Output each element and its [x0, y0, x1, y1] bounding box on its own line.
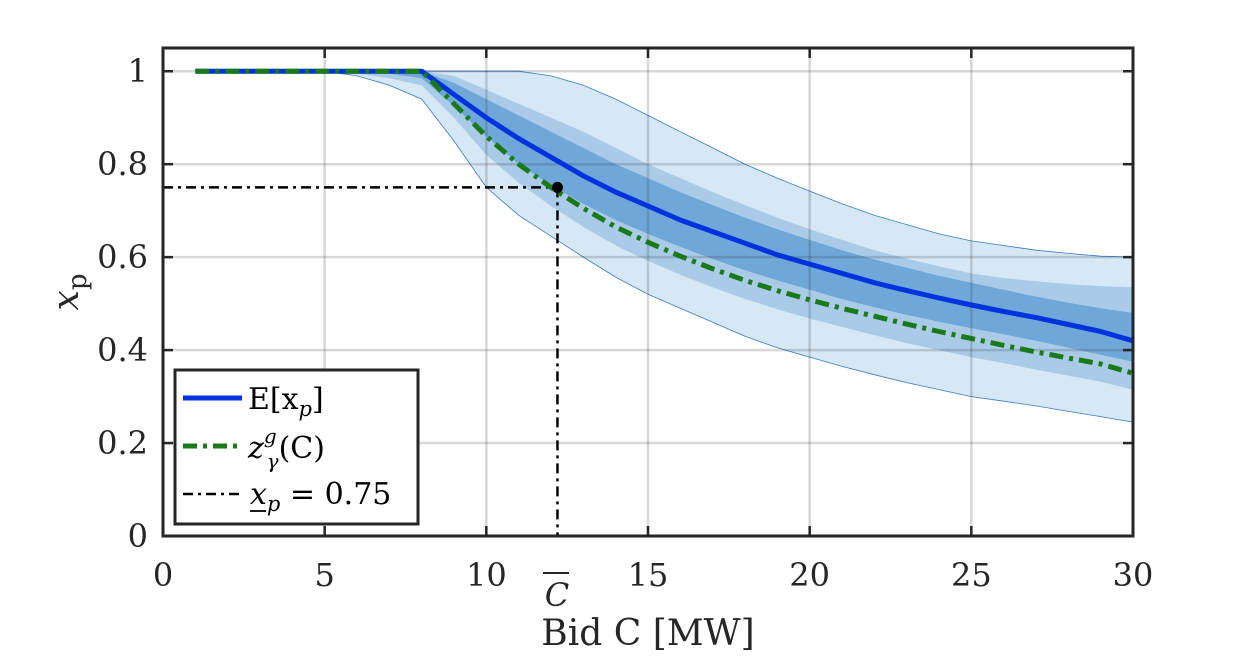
- legend-label-threshold-sub: p: [267, 492, 280, 516]
- series-line-1: [195, 68, 1134, 376]
- x-tick-label-5: 25: [951, 556, 992, 594]
- y-tick-label-1: 0.2: [97, 424, 148, 462]
- legend-label-quantile-sub: γ: [267, 449, 279, 473]
- y-tick-label-0: 0: [128, 517, 148, 555]
- legend-entry-expected: E[xp]: [183, 382, 324, 421]
- y-axis-label-main: x: [46, 290, 87, 310]
- x-tick-label-3: 15: [628, 556, 669, 594]
- svg-text:xp: xp: [46, 274, 93, 311]
- threshold-lines: [163, 186, 559, 536]
- y-tick-label-5: 1: [128, 52, 148, 90]
- legend-label-quantile-sup: g: [264, 424, 277, 448]
- x-tick-label-2: 10: [466, 556, 507, 594]
- legend-label-quantile-tail: (C): [279, 431, 325, 466]
- x-tick-labels: 0 5 10 15 20 25 30: [153, 556, 1154, 594]
- x-tick-label-0: 0: [153, 556, 173, 594]
- threshold-marker-point: [551, 181, 563, 193]
- legend-entry-threshold: xp = 0.75: [183, 477, 391, 516]
- c-bar-label: C: [545, 576, 569, 614]
- c-bar-marker: C: [543, 572, 569, 614]
- axis-ticks: [161, 48, 1135, 538]
- legend-label-expected-tail: ]: [312, 382, 324, 417]
- legend-label-threshold-main: x: [250, 477, 267, 512]
- legend-label-threshold-tail: = 0.75: [280, 477, 391, 512]
- svg-text:E[xp]: E[xp]: [248, 382, 324, 421]
- svg-text:zgγ(C): zg γ(C): [247, 424, 325, 473]
- legend-label-quantile-main: z: [247, 431, 264, 466]
- legend: E[xp] zg γ(C) xp = 0.75: [173, 368, 420, 526]
- y-axis-label: xp: [46, 274, 93, 311]
- x-axis-label: Bid C [MW]: [541, 613, 754, 654]
- plot-area: [161, 46, 1135, 538]
- y-tick-labels: 0 0.2 0.4 0.6 0.8 1: [97, 52, 148, 555]
- y-axis-label-sub: p: [63, 274, 93, 291]
- legend-label-expected-sub: p: [299, 397, 312, 421]
- x-tick-label-6: 30: [1113, 556, 1154, 594]
- legend-entry-quantile: zg γ(C): [183, 424, 325, 473]
- data-series: [195, 68, 1134, 376]
- y-tick-label-3: 0.6: [97, 238, 148, 276]
- x-tick-label-4: 20: [789, 556, 830, 594]
- svg-text:xp = 0.75: xp = 0.75: [250, 477, 391, 516]
- x-tick-label-1: 5: [314, 556, 334, 594]
- y-tick-label-2: 0.4: [97, 331, 148, 369]
- y-tick-label-4: 0.8: [97, 145, 148, 183]
- legend-label-expected-main: E[x: [248, 382, 299, 417]
